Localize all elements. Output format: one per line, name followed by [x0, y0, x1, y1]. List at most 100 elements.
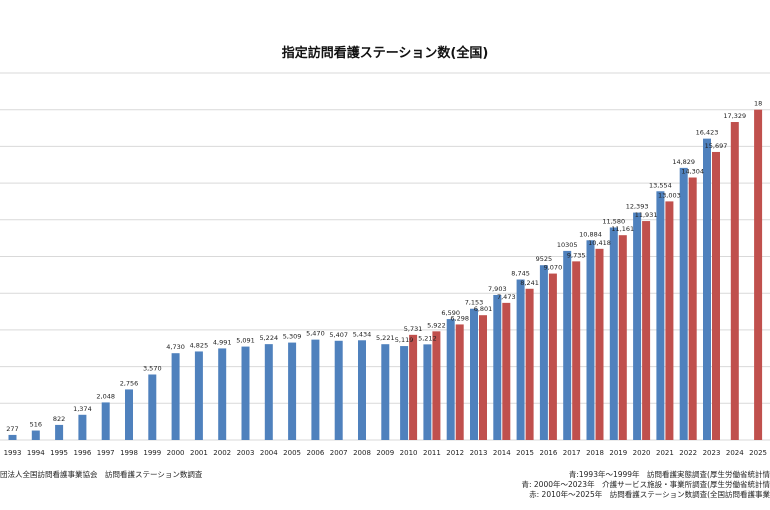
x-tick-label-2002: 2002: [213, 449, 231, 457]
bar-red-2016: [548, 273, 557, 440]
bar-red-2012: [455, 324, 464, 440]
data-label-red-2024: 17,329: [723, 112, 746, 120]
x-tick-label-2005: 2005: [283, 449, 301, 457]
x-tick-label-2018: 2018: [586, 449, 604, 457]
source-note-red: 赤: 2010年～2025年 訪問看護ステーション数調査(全国訪問看護事業: [529, 489, 770, 499]
chart-title: 指定訪問看護ステーション数(全国): [282, 45, 489, 61]
x-tick-label-2001: 2001: [190, 449, 208, 457]
bar-blue-1994: [31, 430, 40, 440]
bar-red-2010: [409, 334, 418, 440]
x-tick-label-2024: 2024: [726, 449, 744, 457]
data-label-red-2021: 13,003: [658, 191, 681, 199]
data-label-blue-2015: 8,745: [511, 270, 530, 278]
bar-blue-1995: [55, 424, 64, 440]
data-label-blue-1994: 516: [30, 421, 42, 429]
data-label-blue-2006: 5,470: [306, 330, 325, 338]
data-label-blue-2008: 5,434: [353, 330, 372, 338]
data-label-blue-2004: 5,224: [259, 334, 278, 342]
bar-blue-2011: [423, 344, 432, 440]
x-tick-label-2003: 2003: [237, 449, 255, 457]
bar-blue-2010: [400, 346, 409, 440]
bar-blue-1999: [148, 374, 157, 440]
bar-red-2025: [754, 109, 763, 440]
bar-red-2018: [595, 248, 604, 440]
data-label-blue-2018: 10,884: [579, 230, 602, 238]
data-label-blue-2017: 10305: [557, 241, 578, 249]
data-label-red-2016: 9,070: [544, 264, 563, 272]
bar-blue-2006: [311, 339, 320, 440]
x-tick-label-2010: 2010: [400, 449, 418, 457]
bar-red-2011: [432, 331, 441, 440]
data-label-red-2017: 9,735: [567, 251, 586, 259]
data-label-blue-1995: 822: [53, 415, 65, 423]
data-label-blue-2005: 5,309: [283, 333, 302, 341]
data-label-blue-1998: 2,756: [120, 379, 139, 387]
bar-blue-2002: [218, 348, 227, 440]
data-label-blue-2019: 11,580: [602, 218, 625, 226]
x-tick-label-2022: 2022: [679, 449, 697, 457]
x-tick-label-2000: 2000: [167, 449, 185, 457]
data-label-blue-2003: 5,091: [236, 337, 255, 345]
data-label-red-2012: 6,298: [450, 314, 469, 322]
bar-blue-2003: [241, 346, 250, 440]
x-tick-label-2009: 2009: [376, 449, 394, 457]
x-tick-label-2021: 2021: [656, 449, 674, 457]
bar-blue-2008: [358, 340, 366, 440]
data-label-blue-2013: 7,153: [465, 299, 484, 307]
data-label-red-2010: 5,731: [404, 325, 423, 333]
data-label-blue-2001: 4,825: [190, 341, 209, 349]
data-label-blue-2000: 4,730: [166, 343, 185, 351]
x-tick-label-2016: 2016: [539, 449, 557, 457]
data-label-blue-1999: 3,570: [143, 364, 162, 372]
bar-red-2014: [502, 302, 511, 440]
data-label-red-2025: 18: [754, 100, 762, 108]
data-label-red-2018: 10,418: [588, 239, 611, 247]
bar-red-2019: [618, 235, 627, 440]
bar-blue-1997: [101, 402, 110, 440]
bar-blue-2013: [470, 308, 478, 440]
x-tick-label-2023: 2023: [703, 449, 721, 457]
source-note-blue-1: 青:1993年～1999年 訪問看護実態調査(厚生労働省統計情: [569, 469, 770, 479]
data-label-blue-2020: 12,393: [626, 203, 649, 211]
x-tick-label-1997: 1997: [97, 449, 115, 457]
bar-red-2021: [665, 201, 674, 440]
data-label-red-2015: 8,241: [520, 279, 539, 287]
bar-blue-2023: [703, 138, 711, 441]
bar-red-2015: [525, 288, 534, 440]
data-label-blue-2002: 4,991: [213, 338, 232, 346]
data-label-blue-2023: 16,423: [696, 129, 719, 137]
bar-red-2024: [730, 122, 739, 440]
data-label-red-2022: 14,304: [681, 168, 704, 176]
x-tick-label-2015: 2015: [516, 449, 534, 457]
data-label-red-2020: 11,931: [635, 211, 658, 219]
bar-blue-2018: [586, 240, 595, 440]
data-label-blue-1993: 277: [6, 425, 18, 433]
bar-red-2023: [712, 151, 720, 440]
bar-blue-2000: [171, 353, 180, 440]
bar-red-2022: [688, 177, 697, 440]
data-label-blue-2010: 5,119: [395, 336, 414, 344]
x-tick-label-1993: 1993: [4, 449, 22, 457]
x-tick-label-2025: 2025: [749, 449, 767, 457]
bar-blue-2019: [609, 227, 618, 440]
bar-blue-2015: [516, 279, 525, 440]
data-label-blue-2022: 14,829: [672, 158, 695, 166]
data-label-blue-2009: 5,221: [376, 334, 395, 342]
x-tick-label-2017: 2017: [563, 449, 581, 457]
bar-blue-1998: [125, 389, 133, 440]
bar-red-2013: [479, 315, 487, 440]
data-label-blue-2016: 9525: [536, 255, 553, 263]
data-label-blue-2014: 7,903: [488, 285, 507, 293]
x-tick-label-1998: 1998: [120, 449, 138, 457]
bar-blue-2009: [381, 344, 390, 440]
source-note-blue-2: 青: 2000年～2023年 介護サービス施設・事業所調査(厚生労働省統計情: [521, 479, 770, 489]
bar-blue-2004: [264, 344, 273, 440]
x-tick-label-1999: 1999: [143, 449, 161, 457]
x-tick-label-2013: 2013: [470, 449, 488, 457]
x-tick-label-2008: 2008: [353, 449, 371, 457]
data-label-blue-2012: 6,590: [441, 309, 460, 317]
data-label-red-2023: 15,697: [705, 142, 728, 150]
bar-blue-2016: [539, 265, 548, 440]
x-tick-label-2012: 2012: [446, 449, 464, 457]
